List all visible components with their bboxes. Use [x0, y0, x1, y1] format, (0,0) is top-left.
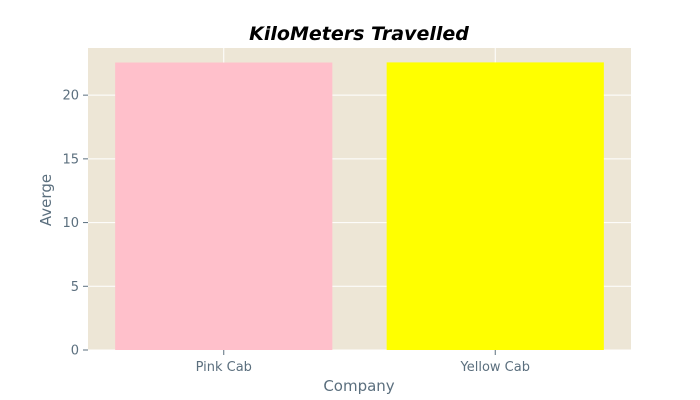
bar-yellow-cab — [386, 62, 604, 350]
y-tick-label-1: 5 — [71, 280, 79, 295]
y-tick-label-0: 0 — [71, 344, 79, 359]
chart-title: KiloMeters Travelled — [249, 23, 469, 45]
y-axis-ticks: 0 5 10 15 20 — [62, 89, 88, 359]
x-tick-label-0: Pink Cab — [196, 360, 252, 375]
y-tick-label-3: 15 — [62, 152, 79, 167]
bars — [115, 62, 604, 350]
y-axis-label: Averge — [37, 174, 55, 226]
y-tick-label-4: 20 — [62, 89, 79, 104]
x-tick-label-1: Yellow Cab — [460, 360, 530, 375]
bar-pink-cab — [115, 62, 333, 350]
x-axis-label: Company — [323, 377, 394, 395]
y-tick-label-2: 10 — [62, 216, 79, 231]
x-axis-ticks: Pink Cab Yellow Cab — [196, 350, 530, 375]
